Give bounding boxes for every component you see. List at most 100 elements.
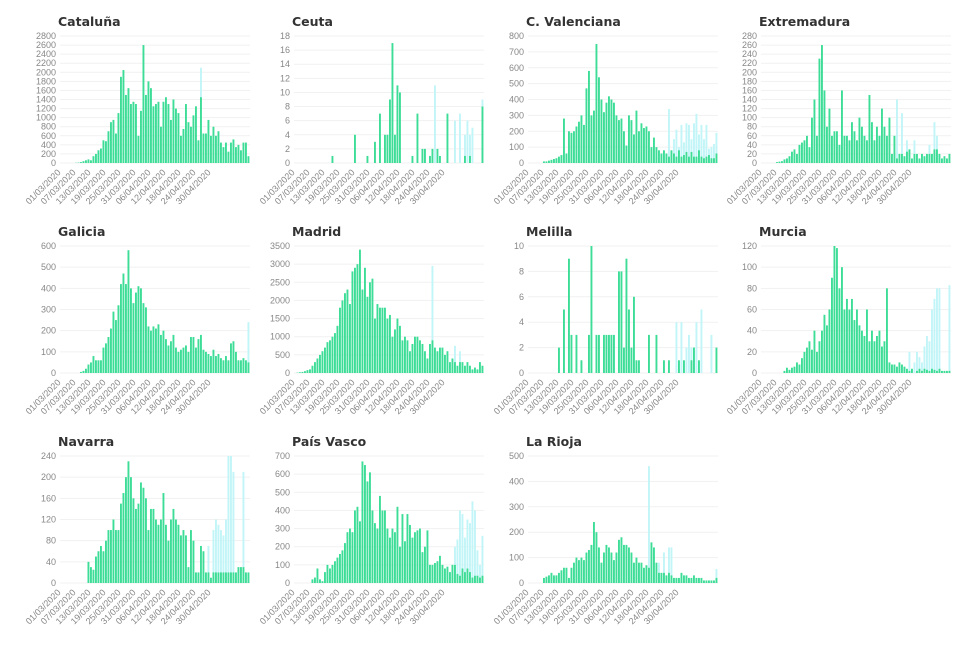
bar-confirmed xyxy=(92,156,95,163)
y-tick-label: 40 xyxy=(46,557,56,567)
bar-confirmed xyxy=(376,304,379,373)
bar-confirmed xyxy=(235,147,237,164)
bar-confirmed xyxy=(396,85,399,163)
bar-confirmed xyxy=(182,530,185,583)
bar-confirmed xyxy=(464,365,466,373)
bar-confirmed xyxy=(167,104,170,163)
y-tick-label: 700 xyxy=(509,47,524,57)
bar-pending xyxy=(670,547,673,583)
bar-confirmed xyxy=(140,110,142,163)
bar-confirmed xyxy=(416,530,419,583)
bar-confirmed xyxy=(431,148,434,163)
bar-confirmed xyxy=(240,360,242,373)
bar-confirmed xyxy=(545,576,548,583)
bar-confirmed xyxy=(167,540,170,583)
bar-confirmed xyxy=(434,347,436,373)
bar-confirmed xyxy=(195,106,197,163)
bar-confirmed xyxy=(605,544,608,583)
bar-confirmed xyxy=(441,347,444,373)
bar-confirmed xyxy=(160,334,162,373)
bar-confirmed xyxy=(316,358,319,373)
y-tick-label: 3500 xyxy=(270,241,290,251)
bar-confirmed xyxy=(399,325,401,373)
bar-confirmed xyxy=(137,503,140,584)
bar-confirmed xyxy=(806,135,808,163)
bar-confirmed xyxy=(411,155,414,163)
bar-confirmed xyxy=(180,349,182,373)
bar-confirmed xyxy=(816,351,818,373)
y-tick-label: 200 xyxy=(41,472,56,482)
bar-confirmed xyxy=(87,364,90,373)
bar-confirmed xyxy=(715,347,718,373)
bar-confirmed xyxy=(242,358,245,373)
bar-confirmed xyxy=(185,345,187,373)
bar-confirmed xyxy=(130,288,132,373)
bar-confirmed xyxy=(436,351,439,373)
y-tick-label: 0 xyxy=(285,158,290,168)
bar-confirmed xyxy=(232,139,235,163)
y-tick-label: 120 xyxy=(742,241,757,251)
bar-confirmed xyxy=(638,562,640,583)
bar-confirmed xyxy=(386,318,389,373)
bar-confirmed xyxy=(466,362,469,373)
bar-confirmed xyxy=(175,108,177,163)
bar-pending xyxy=(931,309,933,373)
bar-confirmed xyxy=(426,530,429,583)
bar-confirmed xyxy=(640,562,643,583)
bar-pending xyxy=(476,550,479,583)
bar-confirmed xyxy=(826,325,828,374)
bar-confirmed xyxy=(560,155,563,163)
bar-confirmed xyxy=(369,472,371,583)
y-tick-label: 14 xyxy=(280,59,290,69)
chart-panel: Navarra 0 40 80 120 160 200 240 01/03/2020 07/03/… xyxy=(24,430,280,640)
bar-confirmed xyxy=(334,561,336,583)
chart-plot: 010020030040050060001/03/202007/03/20201… xyxy=(24,241,250,416)
bar-pending xyxy=(698,134,700,163)
bar-confirmed xyxy=(112,119,115,163)
chart-panel: La Rioja 0 100 200 300 400 500 01/03/2020 07/03/… xyxy=(492,430,748,640)
bar-confirmed xyxy=(145,498,147,583)
bar-confirmed xyxy=(623,544,625,583)
bar-confirmed xyxy=(107,131,110,163)
bar-confirmed xyxy=(212,572,215,583)
bar-confirmed xyxy=(456,365,459,373)
bar-confirmed xyxy=(147,81,150,163)
bar-confirmed xyxy=(429,343,431,373)
bar-confirmed xyxy=(698,360,700,373)
bar-confirmed xyxy=(668,156,670,163)
y-tick-label: 6 xyxy=(519,292,524,302)
y-tick-label: 120 xyxy=(41,515,56,525)
bar-confirmed xyxy=(565,153,568,163)
bar-confirmed xyxy=(122,493,125,583)
bar-confirmed xyxy=(821,45,823,163)
bar-confirmed xyxy=(580,115,583,164)
bar-confirmed xyxy=(127,461,130,583)
bar-confirmed xyxy=(434,563,436,583)
bar-confirmed xyxy=(643,128,645,163)
bar-confirmed xyxy=(205,133,207,163)
bar-confirmed xyxy=(459,362,461,373)
bar-confirmed xyxy=(356,264,359,373)
bar-confirmed xyxy=(82,161,85,163)
bar-pending xyxy=(710,334,713,373)
bar-confirmed xyxy=(605,102,608,163)
bar-confirmed xyxy=(620,271,623,373)
bar-pending xyxy=(220,530,222,583)
bar-confirmed xyxy=(803,140,806,163)
y-tick-label: 800 xyxy=(41,122,56,132)
bar-confirmed xyxy=(903,366,906,373)
bar-confirmed xyxy=(366,155,369,163)
chart-title: Extremadura xyxy=(759,14,851,29)
bar-confirmed xyxy=(710,158,713,163)
bar-confirmed xyxy=(309,369,311,373)
bar-confirmed xyxy=(185,104,187,163)
bar-confirmed xyxy=(846,135,848,163)
bar-confirmed xyxy=(419,528,421,583)
bar-confirmed xyxy=(811,349,813,373)
bar-confirmed xyxy=(331,336,334,373)
bar-confirmed xyxy=(150,88,152,163)
bar-confirmed xyxy=(798,364,801,373)
y-tick-label: 2400 xyxy=(36,49,56,59)
bar-confirmed xyxy=(195,347,197,373)
bar-confirmed xyxy=(921,153,923,163)
